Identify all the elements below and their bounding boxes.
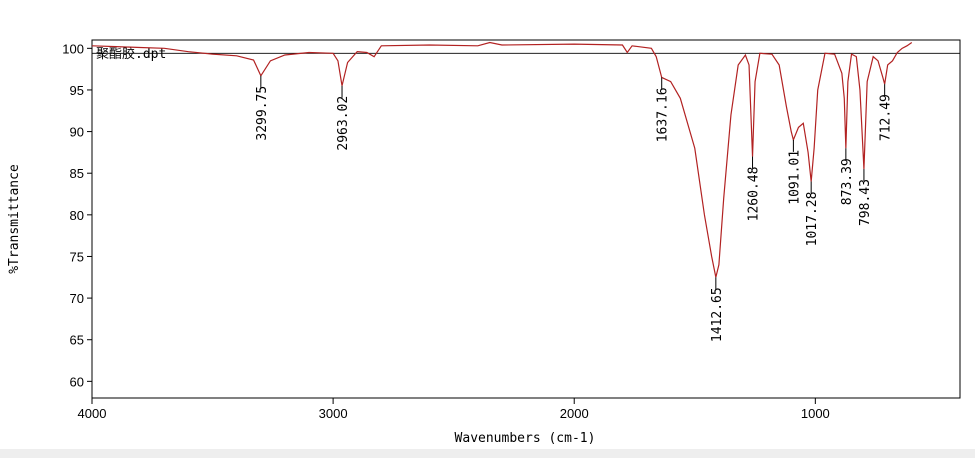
peak-label: 1637.16 xyxy=(656,87,671,142)
y-tick-label: 90 xyxy=(70,125,84,140)
peak-label: 798.43 xyxy=(858,179,873,226)
x-tick-label: 1000 xyxy=(801,406,830,421)
x-tick-label: 3000 xyxy=(319,406,348,421)
peak-label: 1017.28 xyxy=(805,192,820,247)
peak-label: 712.49 xyxy=(879,94,894,141)
y-tick-label: 80 xyxy=(70,208,84,223)
y-axis-label: %Transmittance xyxy=(7,164,22,274)
legend: 聚酯胶.dpt xyxy=(96,46,166,62)
x-axis-label: Wavenumbers (cm-1) xyxy=(455,431,596,446)
plot-frame xyxy=(91,39,961,399)
y-tick-label: 70 xyxy=(70,291,84,306)
y-tick-label: 100 xyxy=(62,41,84,56)
x-tick-label: 2000 xyxy=(560,406,589,421)
peak-label: 1412.65 xyxy=(710,287,725,342)
spectrum-line xyxy=(91,41,913,278)
peak-label: 2963.02 xyxy=(336,96,351,151)
y-tick-label: 95 xyxy=(70,83,84,98)
y-tick-label: 65 xyxy=(70,333,84,348)
peak-label: 3299.75 xyxy=(255,86,270,141)
peak-label: 1091.01 xyxy=(787,150,802,205)
y-tick-label: 85 xyxy=(70,166,84,181)
footer-band xyxy=(0,449,975,458)
y-tick-label: 75 xyxy=(70,249,84,264)
y-tick-label: 60 xyxy=(70,374,84,389)
x-tick-label: 4000 xyxy=(78,406,107,421)
peak-label: 873.39 xyxy=(840,158,855,205)
peak-label: 1260.48 xyxy=(747,167,762,222)
